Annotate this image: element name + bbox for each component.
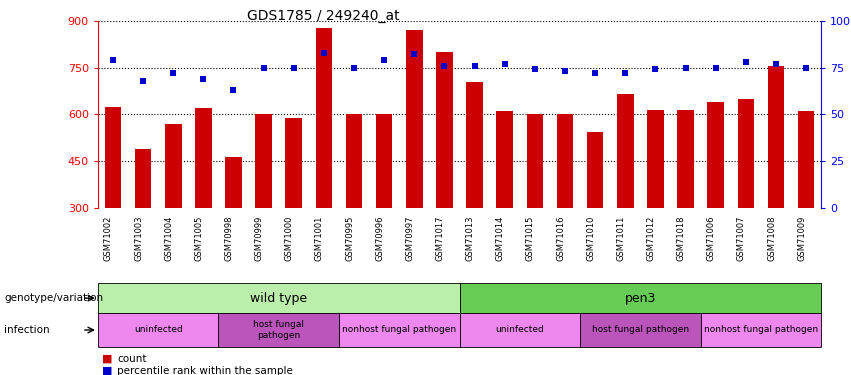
Bar <box>406 30 423 208</box>
Bar <box>285 117 302 208</box>
Bar <box>460 283 821 313</box>
Bar <box>557 114 574 208</box>
Point <box>528 66 542 72</box>
Point <box>257 64 271 70</box>
Text: nonhost fungal pathogen: nonhost fungal pathogen <box>342 326 456 334</box>
Text: genotype/variation: genotype/variation <box>4 293 103 303</box>
Point <box>498 61 511 67</box>
Bar <box>437 52 453 208</box>
Bar <box>134 149 151 208</box>
Point <box>588 70 602 76</box>
Point <box>437 63 451 69</box>
Bar <box>339 313 460 347</box>
Text: host fungal
pathogen: host fungal pathogen <box>254 320 304 340</box>
Bar <box>105 106 121 208</box>
Point <box>106 57 120 63</box>
Bar <box>460 313 580 347</box>
Bar <box>707 102 724 208</box>
Point <box>739 59 752 65</box>
Bar <box>195 108 212 208</box>
Text: uninfected: uninfected <box>495 326 544 334</box>
Bar <box>587 132 603 208</box>
Text: count: count <box>117 354 147 363</box>
Text: GDS1785 / 249240_at: GDS1785 / 249240_at <box>247 9 400 23</box>
Bar <box>580 313 700 347</box>
Text: pen3: pen3 <box>625 292 656 304</box>
Bar <box>677 110 694 208</box>
Point <box>347 64 361 70</box>
Text: percentile rank within the sample: percentile rank within the sample <box>117 366 294 375</box>
Point <box>619 70 632 76</box>
Point <box>287 64 300 70</box>
Bar <box>316 28 332 208</box>
Bar <box>527 114 543 208</box>
Bar <box>647 110 664 208</box>
Point <box>769 61 783 67</box>
Text: nonhost fungal pathogen: nonhost fungal pathogen <box>704 326 818 334</box>
Point <box>197 76 210 82</box>
Bar <box>768 66 785 208</box>
Point <box>408 51 421 57</box>
Text: infection: infection <box>4 325 50 335</box>
Point <box>226 87 240 93</box>
Bar <box>738 99 754 208</box>
Bar <box>700 313 821 347</box>
Bar <box>346 114 363 208</box>
Bar <box>496 111 513 208</box>
Point <box>468 63 482 69</box>
Bar <box>98 283 460 313</box>
Bar <box>466 82 483 208</box>
Bar <box>376 114 392 208</box>
Bar <box>98 313 219 347</box>
Point <box>558 68 572 74</box>
Point <box>377 57 391 63</box>
Bar <box>798 111 814 208</box>
Bar <box>219 313 339 347</box>
Text: uninfected: uninfected <box>134 326 182 334</box>
Bar <box>226 157 242 208</box>
Point <box>136 78 150 84</box>
Text: wild type: wild type <box>250 292 307 304</box>
Text: ■: ■ <box>102 354 112 363</box>
Point <box>799 64 813 70</box>
Bar <box>255 114 272 208</box>
Point <box>709 64 722 70</box>
Bar <box>617 94 634 208</box>
Point <box>648 66 662 72</box>
Point <box>317 50 331 55</box>
Point <box>167 70 180 76</box>
Point <box>679 64 693 70</box>
Bar <box>165 124 181 208</box>
Text: host fungal pathogen: host fungal pathogen <box>591 326 689 334</box>
Text: ■: ■ <box>102 366 112 375</box>
